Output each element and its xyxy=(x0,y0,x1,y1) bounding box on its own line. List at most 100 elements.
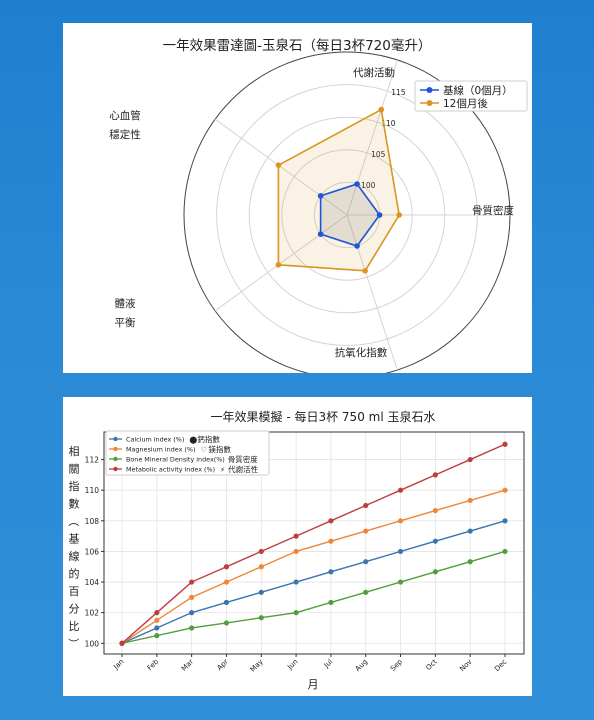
line-point xyxy=(328,538,334,544)
line-point xyxy=(189,625,195,631)
radar-spoke xyxy=(214,118,348,216)
line-point xyxy=(119,640,125,646)
line-legend-label: Calcium index (%) xyxy=(126,436,184,444)
radar-ring-label: 110 xyxy=(381,119,396,128)
line-y-axis-label-char: 百 xyxy=(69,585,80,598)
line-point xyxy=(467,497,473,504)
line-point xyxy=(189,579,195,585)
line-y-tick-label: 108 xyxy=(85,517,100,526)
radar-series xyxy=(275,106,402,274)
radar-axis-label: 代謝活動 xyxy=(353,66,395,79)
radar-chart-panel: 一年效果雷達圖-玉泉石（每日3杯720毫升） 100 105 110 115 骨質密度… xyxy=(63,23,532,373)
line-x-tick-label: Mar xyxy=(180,658,195,673)
radar-ring-label: 105 xyxy=(371,150,386,159)
line-point xyxy=(363,589,369,595)
line-point xyxy=(328,599,334,606)
line-x-tick-label: Sep xyxy=(389,657,404,672)
line-x-axis-label: 月 xyxy=(308,678,319,691)
line-series-2 xyxy=(121,550,506,644)
line-y-tick-label: 104 xyxy=(85,578,100,587)
line-y-axis-label-char: ） xyxy=(67,638,80,649)
line-point xyxy=(432,507,438,514)
line-y-axis-label-char: 的 xyxy=(69,567,80,581)
line-point xyxy=(189,610,195,616)
radar-axis-label: 抗氧化指數 xyxy=(335,346,388,359)
line-plot-frame xyxy=(103,431,525,655)
radar-point xyxy=(378,106,385,113)
line-x-tick-label: Feb xyxy=(146,657,161,672)
line-legend-label: Magnesium index (%) xyxy=(126,446,195,454)
radar-legend-label-baseline: 基線（0個月） xyxy=(443,84,513,97)
line-title: 一年效果模擬 - 每日3杯 750 ml 玉泉石水 xyxy=(211,409,436,424)
line-legend-note: 代謝活性 xyxy=(228,464,258,474)
line-legend-label: Metabolic activity index (%) xyxy=(126,466,215,474)
line-point xyxy=(328,569,334,575)
line-point xyxy=(397,579,404,585)
line-point xyxy=(397,487,404,493)
radar-point xyxy=(317,193,324,199)
radar-point xyxy=(376,212,383,218)
line-point xyxy=(467,528,473,534)
line-legend-note-icon: ♡ xyxy=(200,446,206,454)
radar-legend-marker-baseline xyxy=(426,87,433,93)
line-point xyxy=(432,569,438,575)
line-chart: 一年效果模擬 - 每日3杯 750 ml 玉泉石水 10010210410610… xyxy=(67,409,525,691)
line-point xyxy=(293,548,299,555)
line-point xyxy=(363,559,369,565)
line-point xyxy=(189,594,195,600)
line-x-tick-label: Jun xyxy=(285,658,299,672)
line-x-tick-label: Nov xyxy=(458,658,473,673)
line-point xyxy=(397,518,404,524)
line-legend-marker xyxy=(113,436,118,442)
line-x-tick-label: Apr xyxy=(216,658,230,672)
radar-legend-label-12m: 12個月後 xyxy=(443,97,488,110)
radar-point xyxy=(275,162,282,168)
radar-point xyxy=(275,262,282,268)
line-y-axis-label-char: 基 xyxy=(69,533,80,546)
line-series-0 xyxy=(121,520,506,644)
line-point xyxy=(258,564,264,570)
line-point xyxy=(223,620,230,626)
line-x-tick-label: Jan xyxy=(111,658,125,672)
line-point xyxy=(502,548,508,555)
line-point xyxy=(293,533,299,539)
line-point xyxy=(397,548,404,555)
line-chart-panel: 一年效果模擬 - 每日3杯 750 ml 玉泉石水 100 102 104 106 10… xyxy=(63,397,532,696)
line-point xyxy=(293,579,299,585)
line-point xyxy=(258,548,264,555)
line-point xyxy=(502,487,508,493)
line-point xyxy=(154,610,160,616)
line-legend-note: 骨質密度 xyxy=(228,454,258,464)
line-point xyxy=(293,610,299,616)
radar-legend: 基線（0個月） 12個月後 xyxy=(414,80,528,112)
line-point xyxy=(154,617,160,623)
line-legend-box xyxy=(105,430,270,476)
radar-spoke xyxy=(346,214,398,371)
line-point xyxy=(467,559,473,565)
line-point xyxy=(223,599,230,606)
radar-legend-box xyxy=(414,80,528,112)
line-point xyxy=(328,518,334,524)
radar-axis-label: 心血管 xyxy=(109,109,141,122)
line-legend-marker xyxy=(113,446,118,452)
radar-spoke xyxy=(346,59,398,216)
radar-point xyxy=(354,181,360,187)
line-point xyxy=(363,502,369,509)
line-y-axis-label-char: 比 xyxy=(69,620,80,633)
line-point xyxy=(258,615,264,621)
radar-ring-label: 115 xyxy=(391,88,406,97)
line-legend-marker xyxy=(113,466,118,472)
radar-axis-label: 體液 xyxy=(115,297,136,310)
radar-series-0 xyxy=(319,183,381,247)
line-x-tick-label: Dec xyxy=(493,658,508,673)
line-y-axis-label-char: （ xyxy=(67,516,80,527)
line-y-tick-label: 110 xyxy=(85,486,100,495)
radar-title: 一年效果雷達圖-玉泉石（每日3杯720毫升） xyxy=(163,37,432,54)
line-legend-note-icon: ⚡ xyxy=(220,466,225,474)
line-y-axis-label-char: 分 xyxy=(69,603,80,616)
line-axes: 100 102 104 106 108 110 112 Jan Feb Mar Apr May Jun J… xyxy=(85,431,525,674)
line-point xyxy=(223,579,230,585)
line-x-tick-label: May xyxy=(249,658,265,674)
